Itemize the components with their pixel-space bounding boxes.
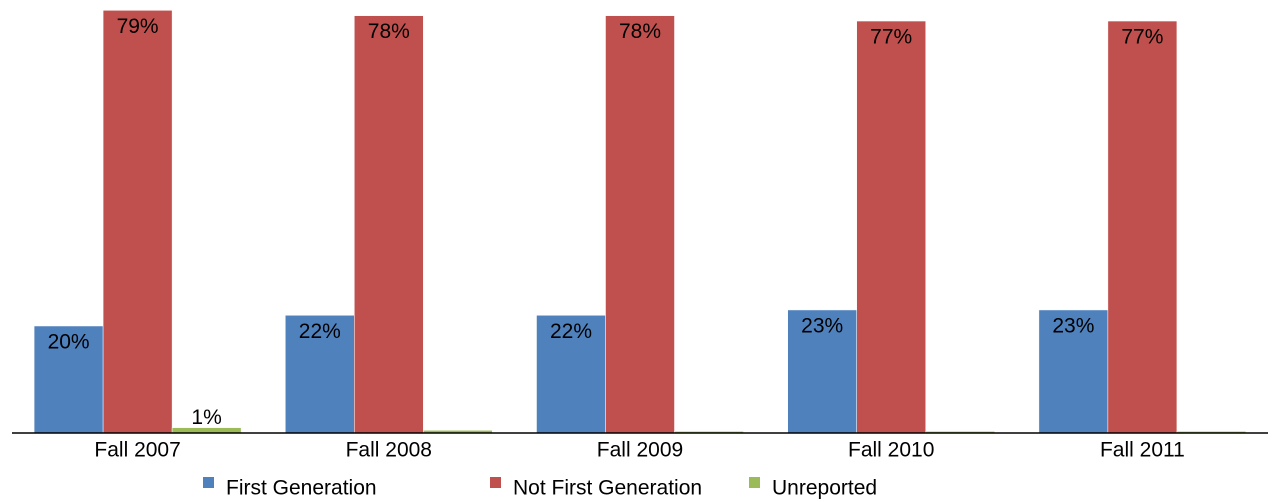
x-tick-label: Fall 2010 (848, 439, 934, 462)
bar (285, 315, 355, 434)
bar (787, 309, 857, 434)
bar (536, 315, 606, 434)
bar (102, 10, 173, 434)
bar (33, 325, 104, 434)
legend-label: First Generation (226, 477, 377, 500)
bar (1107, 20, 1178, 434)
value-label: 78% (368, 20, 410, 43)
value-label: 79% (117, 15, 159, 38)
legend-marker (490, 477, 501, 488)
legend-label: Unreported (772, 477, 877, 500)
x-tick-label: Fall 2008 (346, 439, 432, 462)
value-label: 22% (299, 320, 341, 343)
x-tick-label: Fall 2009 (597, 439, 683, 462)
value-label: 1% (191, 406, 221, 429)
value-label: 77% (1121, 26, 1163, 49)
bar (354, 15, 424, 434)
bar (856, 20, 926, 434)
bar (1038, 309, 1109, 434)
value-label: 78% (619, 20, 661, 43)
value-label: 20% (48, 331, 90, 354)
legend-marker (203, 477, 214, 488)
bar (605, 15, 675, 434)
value-label: 23% (801, 314, 843, 337)
value-label: 77% (870, 26, 912, 49)
x-tick-label: Fall 2007 (94, 439, 180, 462)
value-label: 22% (550, 320, 592, 343)
x-tick-label: Fall 2011 (1100, 439, 1185, 462)
legend-label: Not First Generation (513, 477, 702, 500)
legend-marker (749, 477, 760, 488)
value-label: 23% (1052, 314, 1094, 337)
